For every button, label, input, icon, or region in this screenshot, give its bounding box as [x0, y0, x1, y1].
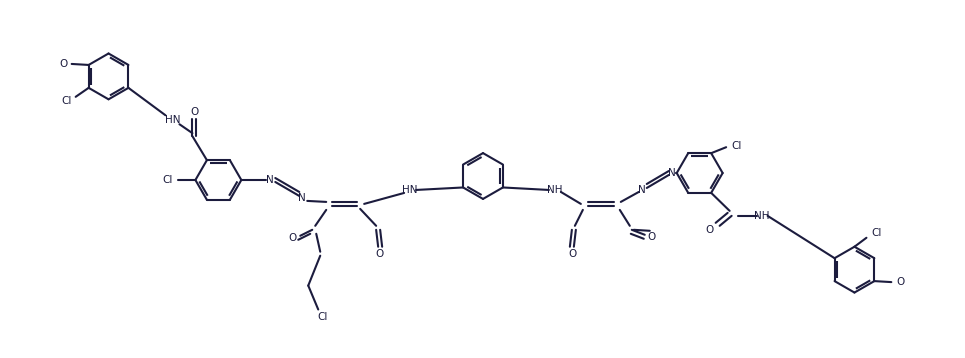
- Text: Cl: Cl: [731, 141, 742, 151]
- Text: O: O: [190, 107, 199, 117]
- Text: HN: HN: [402, 185, 418, 195]
- Text: NH: NH: [547, 185, 563, 195]
- Text: O: O: [289, 233, 296, 243]
- Text: NH: NH: [754, 211, 769, 221]
- Text: Cl: Cl: [871, 228, 882, 238]
- Text: O: O: [568, 249, 577, 259]
- Text: O: O: [896, 277, 905, 287]
- Text: N: N: [638, 185, 646, 195]
- Text: N: N: [298, 193, 306, 203]
- Text: Cl: Cl: [317, 313, 327, 323]
- Text: O: O: [648, 232, 656, 242]
- Text: O: O: [705, 225, 714, 235]
- Text: N: N: [266, 175, 274, 185]
- Text: O: O: [59, 59, 68, 69]
- Text: HN: HN: [165, 115, 180, 125]
- Text: O: O: [375, 249, 383, 259]
- Text: N: N: [668, 168, 676, 178]
- Text: Cl: Cl: [163, 175, 173, 185]
- Text: Cl: Cl: [62, 96, 71, 106]
